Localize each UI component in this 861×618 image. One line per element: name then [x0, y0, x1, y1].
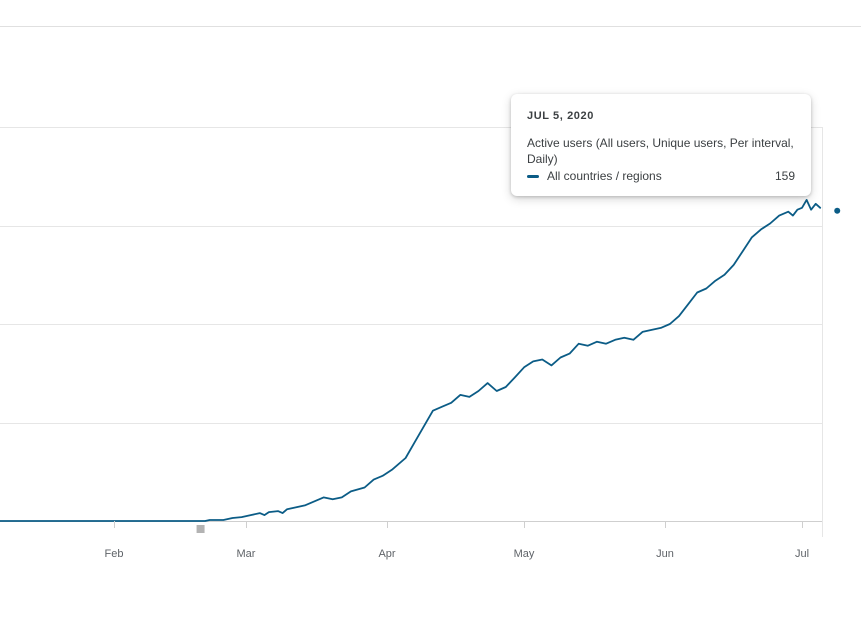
tooltip-series-label: All countries / regions: [547, 169, 662, 183]
series-layer: [0, 199, 841, 522]
series-line: [0, 199, 822, 522]
x-tick-label: Apr: [378, 548, 395, 560]
x-tick-label: Jul: [795, 548, 809, 560]
top-divider: [0, 26, 861, 27]
legend-swatch-icon: [527, 174, 539, 178]
x-tick-label: Feb: [105, 548, 124, 560]
chart-tooltip: JUL 5, 2020 Active users (All users, Uni…: [511, 94, 811, 196]
tooltip-series-row: All countries / regions 159: [527, 168, 795, 184]
annotation-markers: [196, 525, 205, 533]
tooltip-metric-label: Active users (All users, Unique users, P…: [527, 136, 794, 166]
x-tick-label: May: [514, 548, 535, 560]
tooltip-date: JUL 5, 2020: [527, 110, 594, 122]
x-axis-ticks: Feb Mar Apr May Jun Jul: [105, 521, 809, 560]
x-tick-label: Mar: [237, 548, 256, 560]
highlight-point[interactable]: [834, 207, 841, 214]
tooltip-series-value: 159: [774, 169, 795, 183]
x-tick-label: Jun: [656, 548, 674, 560]
annotation-marker[interactable]: [196, 525, 205, 533]
